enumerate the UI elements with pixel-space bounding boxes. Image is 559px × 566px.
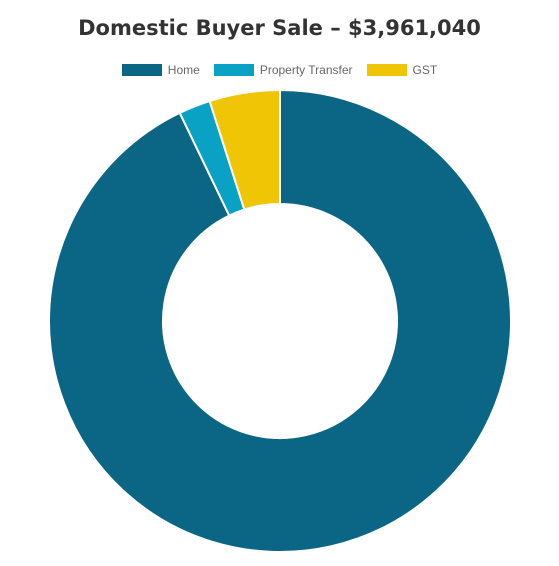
legend-swatch-home (121, 64, 162, 76)
legend-item-gst[interactable]: GST (366, 63, 438, 77)
legend-swatch-property-transfer (213, 64, 254, 76)
legend-label-property-transfer: Property Transfer (259, 63, 353, 77)
legend-item-property-transfer[interactable]: Property Transfer (213, 63, 353, 77)
legend-item-home[interactable]: Home (121, 63, 200, 77)
donut-slice-home[interactable] (48, 88, 512, 553)
legend-label-home: Home (167, 63, 200, 77)
chart-title: Domestic Buyer Sale – $3,961,040 (78, 16, 481, 40)
legend-swatch-gst (366, 64, 407, 76)
chart-legend: Home Property Transfer GST (0, 63, 559, 77)
donut-slice-gst[interactable] (208, 88, 281, 211)
legend-label-gst: GST (412, 63, 438, 77)
